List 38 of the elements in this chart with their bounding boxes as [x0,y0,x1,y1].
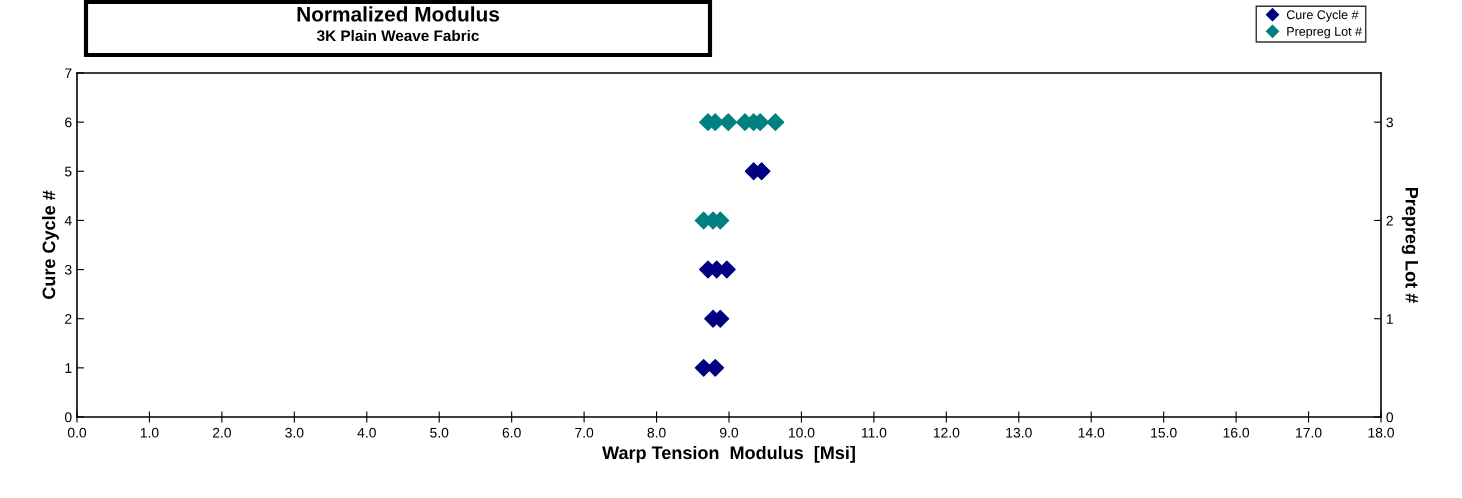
x-tick-label: 0.0 [67,427,87,438]
x-tick-label: 14.0 [1078,427,1105,438]
y2-tick-label: 1 [1386,314,1393,324]
x-tick-label: 16.0 [1223,427,1250,438]
y-tick-label: 4 [64,215,72,226]
y-tick-label: 0 [64,412,72,423]
x-tick-label: 17.0 [1296,427,1322,438]
x-tick-label: 13.0 [1006,427,1032,438]
legend-label: Prepreg Lot # [1287,27,1362,39]
x-tick-label: 4.0 [357,427,376,438]
y-axis-title: Cure Cycle # [42,190,59,299]
x-tick-label: 3.0 [285,427,304,438]
legend-label: Cure Cycle # [1286,10,1359,22]
chart-title: Normalized Modulus [297,6,500,22]
x-tick-label: 15.0 [1151,427,1177,438]
y2-tick-label: 3 [1386,117,1393,128]
y-tick-label: 5 [64,166,72,177]
x-tick-label: 7.0 [575,427,594,438]
y-tick-label: 7 [65,68,72,79]
y2-axis-title: Prepreg Lot # [1401,188,1418,303]
x-tick-label: 18.0 [1368,427,1394,438]
x-tick-label: 12.0 [933,427,960,438]
x-tick-label: 2.0 [212,427,231,438]
x-tick-label: 9.0 [720,427,739,438]
y-tick-label: 3 [64,264,72,275]
y-tick-label: 1 [65,363,72,373]
x-tick-label: 5.0 [430,427,449,438]
y-tick-label: 2 [65,314,72,324]
chart-subtitle: 3K Plain Weave Fabric [316,29,479,42]
x-tick-label: 6.0 [502,427,521,438]
x-tick-label: 8.0 [647,427,666,438]
x-tick-label: 11.0 [861,427,887,438]
y2-tick-label: 2 [1386,215,1393,226]
x-tick-label: 1.0 [140,427,159,438]
x-tick-label: 10.0 [788,427,815,438]
y-tick-label: 6 [65,117,72,128]
x-axis-title: Warp Tension Modulus [Msi] [602,445,855,463]
y2-tick-label: 0 [1386,412,1394,423]
